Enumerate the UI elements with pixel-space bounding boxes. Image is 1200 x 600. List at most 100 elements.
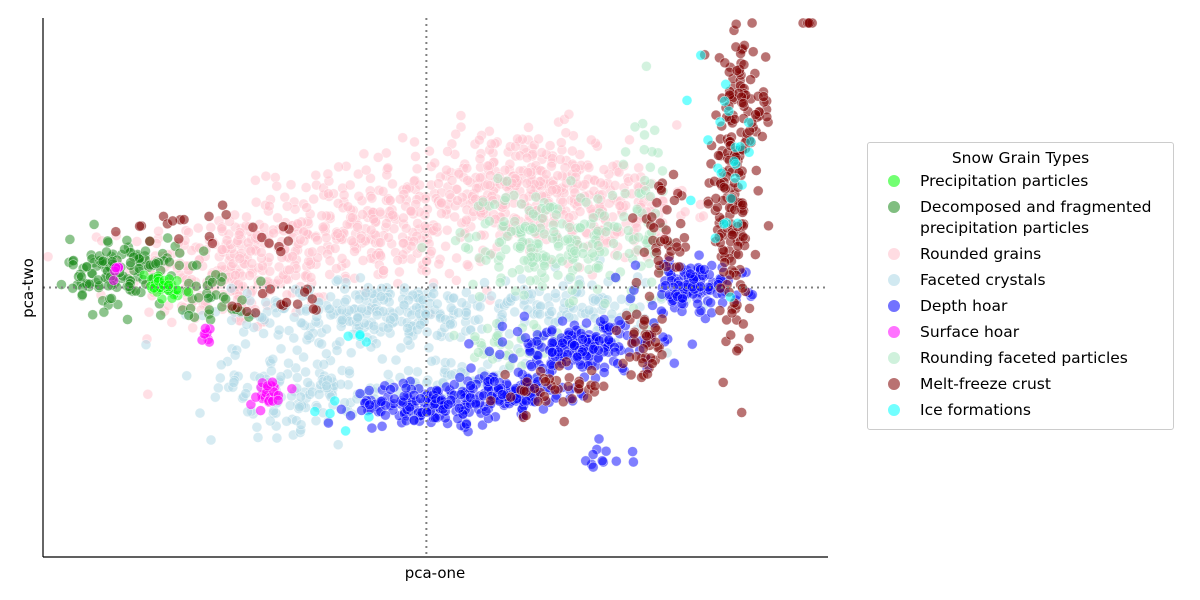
data-point xyxy=(524,275,536,287)
data-point xyxy=(746,17,758,29)
data-point xyxy=(281,415,292,427)
data-point xyxy=(200,323,211,334)
data-point xyxy=(529,383,540,394)
data-point xyxy=(167,215,178,227)
data-point xyxy=(521,376,533,388)
data-point xyxy=(306,246,318,258)
data-point xyxy=(540,169,552,180)
data-point xyxy=(638,144,650,155)
data-point xyxy=(501,231,513,242)
data-point xyxy=(282,235,294,247)
data-point xyxy=(572,261,584,273)
data-point xyxy=(726,307,738,319)
data-point xyxy=(395,342,407,354)
data-point xyxy=(264,415,276,427)
data-point xyxy=(560,356,572,368)
data-point xyxy=(292,298,303,310)
data-point xyxy=(203,292,214,304)
data-point xyxy=(552,269,564,281)
data-point xyxy=(454,372,466,383)
data-point xyxy=(455,121,467,133)
data-point xyxy=(484,215,495,227)
data-point xyxy=(589,380,601,392)
data-point xyxy=(592,240,604,251)
data-point xyxy=(479,277,490,288)
data-point xyxy=(345,347,357,359)
data-point xyxy=(317,221,329,233)
legend-title: Snow Grain Types xyxy=(951,149,1090,167)
data-point xyxy=(207,238,218,249)
data-point xyxy=(441,164,452,176)
data-point xyxy=(677,292,688,304)
data-point xyxy=(233,229,245,241)
data-point xyxy=(566,393,578,405)
data-point xyxy=(431,221,443,233)
data-point xyxy=(263,200,275,212)
data-point xyxy=(333,161,344,173)
data-point xyxy=(679,206,691,218)
data-point xyxy=(380,409,391,421)
data-point xyxy=(260,170,272,182)
data-point xyxy=(372,152,384,163)
data-point xyxy=(207,276,218,288)
data-point xyxy=(331,345,343,356)
data-point xyxy=(374,206,386,218)
series-surface-hoar xyxy=(108,261,298,416)
data-point xyxy=(415,393,426,404)
data-point xyxy=(624,351,636,363)
data-point xyxy=(679,232,690,243)
data-point xyxy=(486,138,497,150)
data-point xyxy=(649,322,661,334)
data-point xyxy=(390,354,402,366)
data-point xyxy=(526,361,538,372)
data-point xyxy=(489,199,500,210)
data-point xyxy=(377,186,389,197)
legend-label: Decomposed and fragmented precipitation … xyxy=(920,198,1152,237)
data-point xyxy=(246,258,258,269)
data-point xyxy=(173,233,185,245)
data-point xyxy=(193,292,204,304)
data-point xyxy=(518,385,530,397)
data-point xyxy=(364,399,375,411)
data-point xyxy=(712,202,723,213)
data-point xyxy=(321,380,332,392)
data-point xyxy=(619,188,631,199)
data-point xyxy=(485,395,497,407)
data-point xyxy=(488,375,500,387)
data-point xyxy=(140,245,151,257)
data-point xyxy=(609,180,621,191)
data-point xyxy=(512,133,523,145)
data-point xyxy=(431,330,443,341)
legend-item: Melt-freeze crust xyxy=(876,374,1165,395)
scatter-points xyxy=(42,17,818,473)
data-point xyxy=(316,210,328,221)
data-point xyxy=(271,432,283,444)
data-point xyxy=(532,396,544,407)
data-point xyxy=(403,365,414,377)
data-point xyxy=(731,65,743,76)
data-point xyxy=(279,191,291,203)
data-point xyxy=(122,314,133,325)
data-point xyxy=(234,253,245,264)
data-point xyxy=(462,175,473,186)
data-point xyxy=(382,162,394,174)
data-point xyxy=(534,308,546,320)
data-point xyxy=(474,153,486,165)
data-point xyxy=(651,197,663,208)
data-point xyxy=(387,209,398,221)
data-point xyxy=(309,406,321,417)
data-point xyxy=(618,159,629,170)
data-point xyxy=(229,349,241,361)
legend-label: Rounding faceted particles xyxy=(920,349,1128,367)
data-point xyxy=(546,184,558,196)
data-point xyxy=(444,268,455,279)
data-point xyxy=(540,251,552,263)
data-point xyxy=(388,223,400,234)
data-point xyxy=(381,218,392,229)
data-point xyxy=(494,237,505,248)
data-point xyxy=(336,314,348,326)
data-point xyxy=(205,314,216,326)
data-point xyxy=(268,227,279,239)
data-point xyxy=(521,152,533,164)
data-point xyxy=(64,234,76,245)
